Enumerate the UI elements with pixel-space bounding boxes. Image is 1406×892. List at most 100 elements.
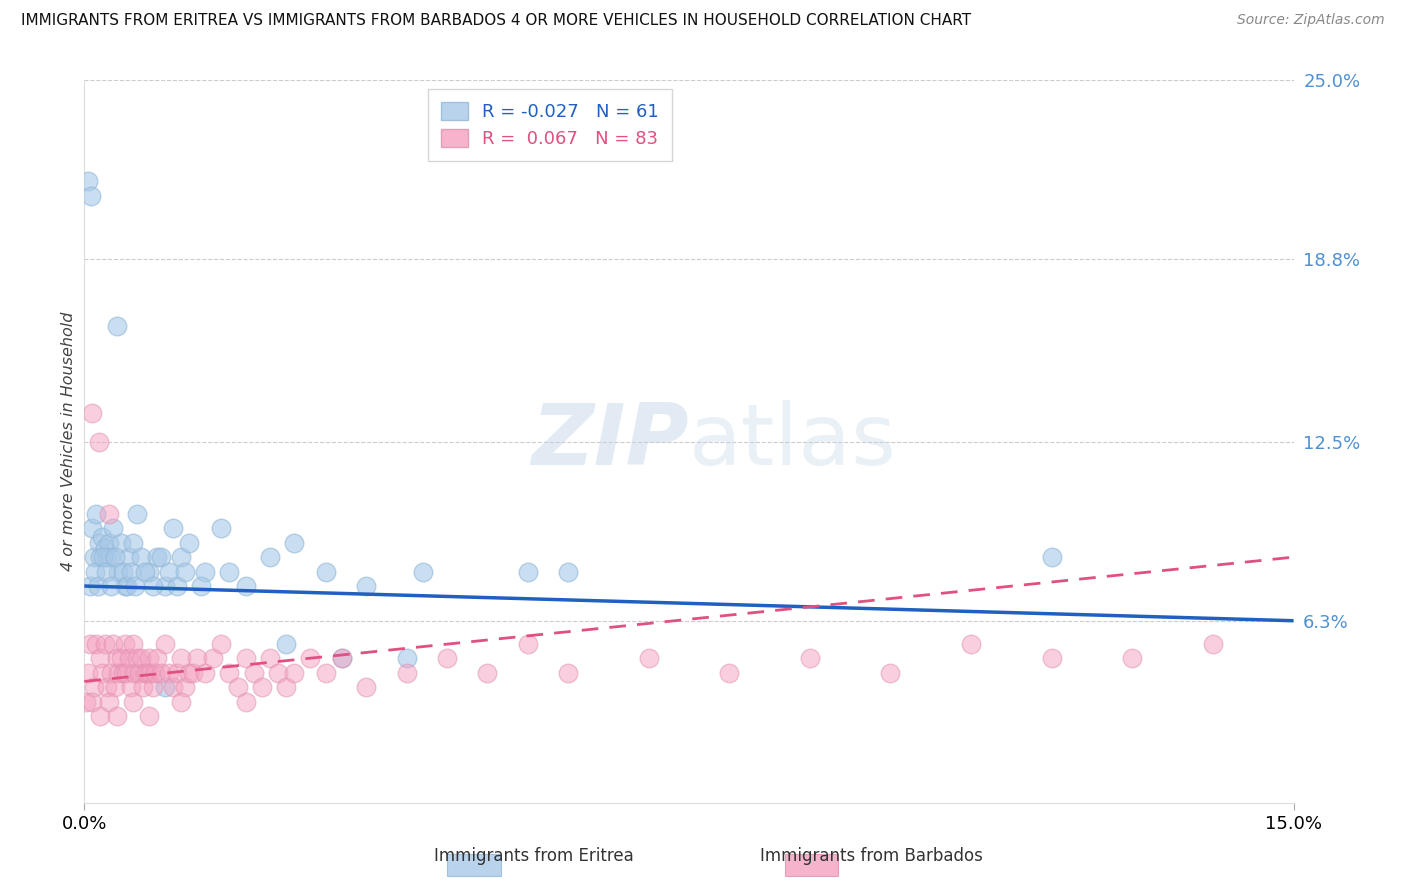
Point [77, 665, 100, 680]
Point [146, 651, 169, 665]
Point [166, 579, 188, 593]
Point [274, 637, 297, 651]
Point [89, 550, 111, 565]
Point [105, 318, 128, 333]
Point [79, 637, 101, 651]
Point [138, 565, 160, 579]
Point [93, 637, 115, 651]
Point [121, 535, 143, 549]
Point [157, 565, 180, 579]
Point [194, 565, 217, 579]
Point [218, 565, 240, 579]
Point [190, 579, 212, 593]
Point [107, 565, 129, 579]
Point [477, 665, 499, 680]
Point [83, 680, 105, 694]
Text: IMMIGRANTS FROM ERITREA VS IMMIGRANTS FROM BARBADOS 4 OR MORE VEHICLES IN HOUSEH: IMMIGRANTS FROM ERITREA VS IMMIGRANTS FR… [21, 13, 972, 29]
Point [209, 521, 232, 535]
Point [162, 521, 184, 535]
Point [87, 535, 110, 549]
Point [115, 665, 138, 680]
Point [75, 695, 97, 709]
Point [121, 637, 143, 651]
Point [83, 565, 105, 579]
Point [181, 665, 204, 680]
Point [146, 550, 169, 565]
Point [120, 680, 142, 694]
Point [242, 665, 264, 680]
Point [82, 521, 104, 535]
Point [89, 651, 111, 665]
Point [128, 665, 150, 680]
Point [143, 665, 166, 680]
Point [259, 550, 281, 565]
Point [97, 535, 120, 549]
Point [112, 565, 135, 579]
Point [83, 550, 105, 565]
Point [125, 507, 148, 521]
Point [166, 665, 188, 680]
Point [1040, 651, 1063, 665]
Point [637, 651, 659, 665]
Point [356, 579, 378, 593]
Point [516, 565, 538, 579]
Point [153, 637, 176, 651]
Point [97, 507, 120, 521]
Text: Immigrants from Barbados: Immigrants from Barbados [761, 847, 983, 865]
Point [259, 651, 281, 665]
Point [209, 637, 232, 651]
Point [93, 541, 115, 556]
Point [235, 695, 257, 709]
Point [87, 579, 110, 593]
Point [299, 651, 322, 665]
Point [91, 550, 114, 565]
Point [218, 665, 240, 680]
Point [79, 579, 101, 593]
Point [142, 680, 165, 694]
Point [134, 565, 156, 579]
Point [118, 651, 141, 665]
Point [110, 535, 132, 549]
Point [100, 665, 122, 680]
Point [330, 651, 353, 665]
Y-axis label: 4 or more Vehicles in Household: 4 or more Vehicles in Household [60, 312, 76, 571]
Point [138, 709, 160, 723]
Point [267, 665, 290, 680]
Point [112, 665, 135, 680]
Point [330, 651, 353, 665]
Point [94, 565, 117, 579]
Point [96, 680, 118, 694]
Point [274, 680, 297, 694]
Point [315, 565, 337, 579]
Point [115, 579, 138, 593]
Point [91, 665, 114, 680]
Point [104, 680, 127, 694]
Point [82, 695, 104, 709]
Point [250, 680, 273, 694]
Point [799, 651, 821, 665]
Point [315, 665, 337, 680]
Point [139, 665, 162, 680]
Point [157, 665, 180, 680]
Point [134, 665, 156, 680]
Point [436, 651, 458, 665]
Point [235, 579, 257, 593]
Point [202, 651, 225, 665]
Point [179, 665, 201, 680]
Point [120, 565, 142, 579]
Point [132, 680, 155, 694]
Point [91, 530, 114, 544]
Point [153, 579, 176, 593]
Point [179, 535, 201, 549]
Point [107, 665, 129, 680]
Point [174, 565, 197, 579]
Point [960, 637, 983, 651]
Point [124, 579, 146, 593]
Point [77, 174, 100, 188]
Point [1121, 651, 1143, 665]
Point [170, 651, 193, 665]
Point [138, 651, 160, 665]
Point [98, 550, 121, 565]
Point [283, 665, 305, 680]
Point [125, 651, 148, 665]
